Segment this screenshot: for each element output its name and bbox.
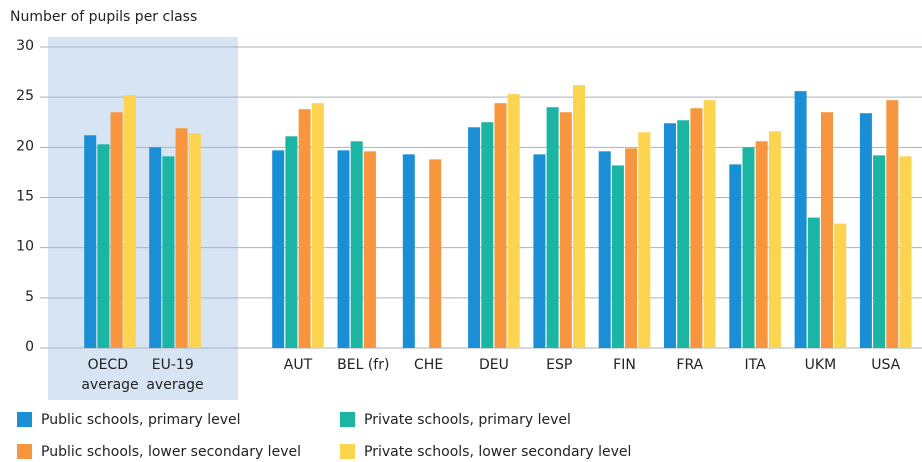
bar (794, 91, 807, 348)
x-tick-label: ITA (745, 357, 767, 373)
bar (703, 100, 716, 348)
bar (625, 148, 638, 348)
bar (755, 141, 768, 348)
bar (859, 113, 872, 348)
y-tick-label: 0 (25, 339, 34, 355)
y-tick-label: 25 (16, 88, 34, 104)
x-tick-label: DEU (479, 357, 509, 373)
x-tick-label-line: average (146, 377, 203, 393)
y-tick-label: 5 (25, 289, 34, 305)
bar (886, 100, 899, 348)
bar (533, 154, 546, 348)
bar (337, 150, 350, 348)
legend-label: Private schools, primary level (364, 412, 571, 428)
bar (429, 159, 442, 348)
bar (873, 155, 886, 348)
y-tick-label: 30 (16, 38, 34, 54)
x-tick-label-line: EU-19 (152, 357, 198, 373)
bar (611, 165, 624, 348)
bar (899, 156, 912, 348)
x-tick-label: FRA (676, 357, 703, 373)
bar (188, 133, 201, 348)
bar (768, 131, 781, 348)
bar (298, 109, 311, 348)
legend-label: Private schools, lower secondary level (364, 444, 631, 460)
bar (149, 147, 162, 348)
y-tick-label: 20 (16, 138, 34, 154)
x-tick-label: CHE (414, 357, 443, 373)
bar (729, 164, 742, 348)
bar (84, 135, 97, 348)
bar (363, 151, 376, 348)
legend-swatch (340, 412, 355, 427)
bar (162, 156, 175, 348)
x-tick-label-line: average (81, 377, 138, 393)
x-tick-label: ESP (546, 357, 572, 373)
legend-label: Public schools, primary level (41, 412, 241, 428)
x-tick-label: USA (871, 357, 900, 373)
bar (272, 150, 285, 348)
bar (638, 132, 651, 348)
bar (481, 122, 494, 348)
bar (350, 141, 363, 348)
bar (175, 128, 188, 348)
x-tick-label: UKM (805, 357, 837, 373)
bar (742, 147, 755, 348)
bar (598, 151, 611, 348)
y-tick-label: 10 (16, 239, 34, 255)
legend-label: Public schools, lower secondary level (41, 444, 301, 460)
x-tick-label: BEL (fr) (337, 357, 389, 373)
bar (834, 223, 847, 348)
bar (468, 127, 481, 349)
average-highlight (48, 37, 238, 400)
x-tick-label: AUT (284, 357, 313, 373)
bar (494, 103, 507, 348)
bar (97, 144, 110, 348)
bar (110, 112, 123, 348)
x-tick-label: FIN (613, 357, 636, 373)
x-tick-label: EU-19 average (146, 357, 203, 393)
bar (402, 154, 415, 348)
x-tick-label: OECD average (81, 357, 138, 393)
bar (546, 107, 559, 348)
bar (677, 120, 690, 348)
legend-swatch (17, 412, 32, 427)
bar (807, 217, 820, 348)
bar (311, 103, 324, 348)
bar (573, 85, 585, 349)
bar (285, 136, 298, 348)
bar (507, 94, 520, 348)
legend-swatch (340, 444, 355, 459)
bar (821, 112, 833, 348)
y-tick-label: 15 (16, 189, 34, 205)
bar (690, 108, 703, 348)
legend-swatch (17, 444, 32, 459)
y-axis-label: Number of pupils per class (10, 9, 197, 25)
bar (559, 112, 572, 348)
bar (123, 95, 136, 348)
x-tick-label-line: OECD (88, 357, 133, 373)
bar (664, 123, 676, 349)
